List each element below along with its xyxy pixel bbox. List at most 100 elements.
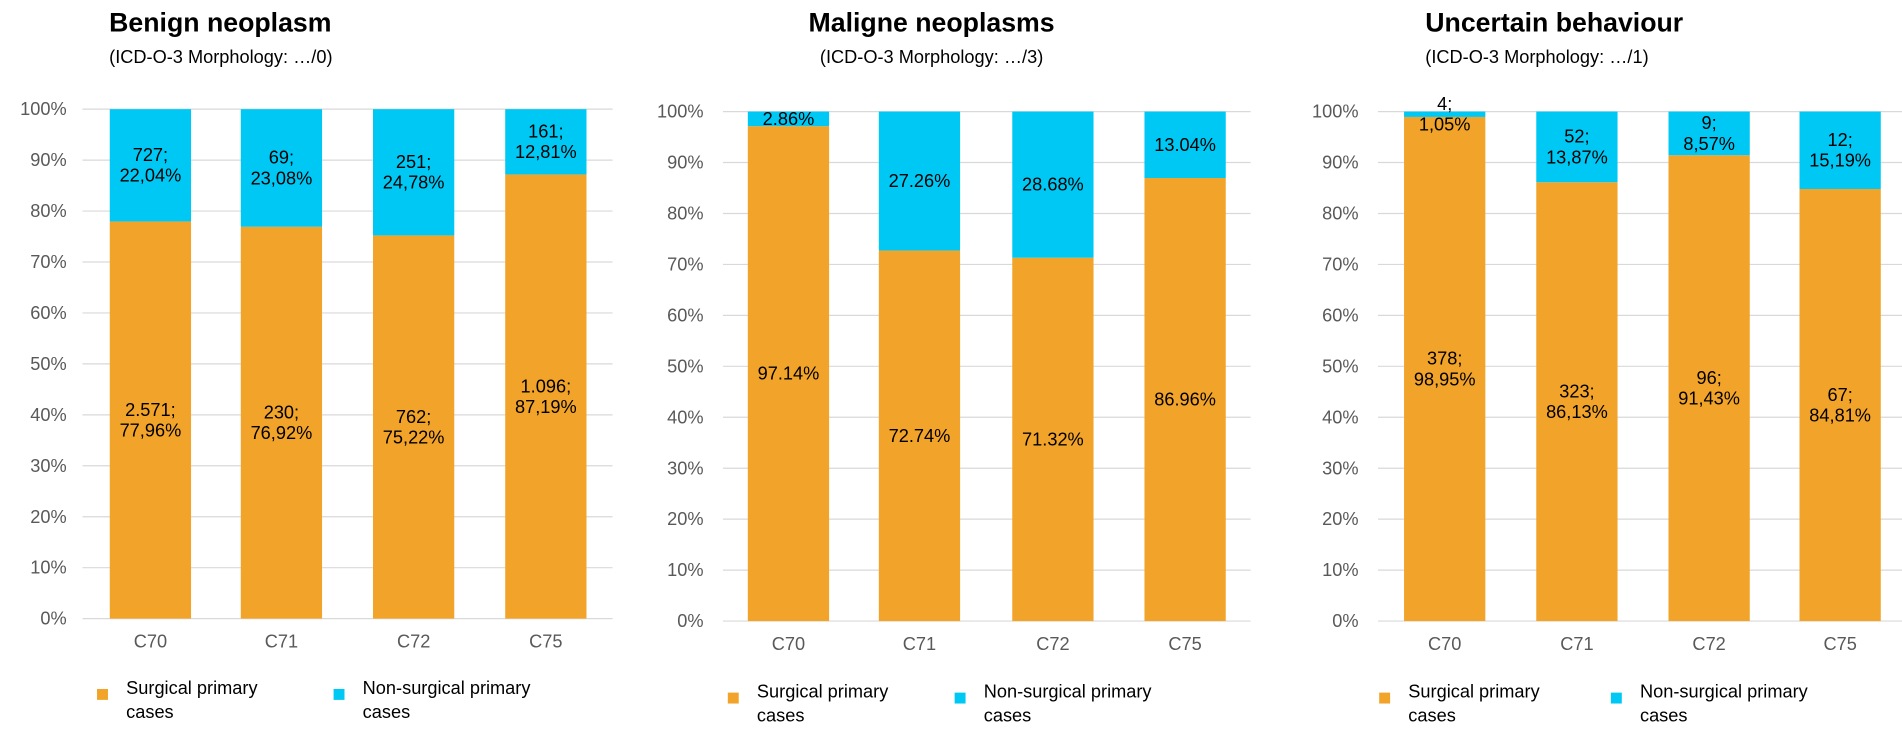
- y-tick-label: 100%: [1312, 102, 1359, 122]
- y-tick-label: 20%: [1322, 509, 1358, 529]
- y-tick-label: 60%: [667, 305, 703, 325]
- bar-segment: [505, 174, 587, 619]
- bar-segment: [1536, 182, 1618, 622]
- data-label: 251; 24,78%: [383, 152, 445, 193]
- legend-label: Non-surgical primary cases: [1640, 681, 1809, 725]
- bar-segment: [1144, 111, 1226, 179]
- chart: Maligne neoplasms (ICD-O-3 Morphology: …/…: [657, 8, 1251, 726]
- data-label: 727; 22,04%: [120, 145, 182, 186]
- bar-segment: [747, 111, 830, 127]
- y-tick-label: 70%: [1322, 254, 1358, 274]
- y-tick-label: 0%: [677, 611, 703, 631]
- legend-swatch: [97, 688, 108, 700]
- bar-segment: [1404, 111, 1486, 117]
- chart-subtitle: (ICD-O-3 Morphology: …/1): [1425, 47, 1648, 67]
- data-label: 1.096; 87,19%: [515, 376, 577, 417]
- x-tick-label: C70: [1428, 634, 1461, 654]
- legend-swatch: [1610, 692, 1622, 704]
- x-tick-label: C70: [772, 634, 805, 654]
- chart-title: Maligne neoplasms: [809, 8, 1055, 38]
- legend-label: Surgical primary cases: [757, 681, 889, 725]
- y-tick-label: 60%: [30, 303, 66, 323]
- x-tick-label: C71: [265, 632, 298, 652]
- data-label: 96; 91,43%: [1678, 368, 1740, 409]
- data-label: 4; 1,05%: [1419, 94, 1471, 135]
- x-tick-label: C75: [529, 632, 562, 652]
- y-tick-label: 30%: [1322, 458, 1358, 478]
- data-label: 52; 13,87%: [1546, 127, 1608, 168]
- y-tick-label: 90%: [667, 153, 703, 173]
- bar-segment: [1668, 155, 1750, 622]
- data-label: 12; 15,19%: [1809, 130, 1871, 171]
- bar-segment: [109, 109, 192, 222]
- y-tick-label: 80%: [1322, 204, 1358, 224]
- y-tick-label: 70%: [30, 252, 66, 272]
- chart-title: Benign neoplasm: [109, 8, 331, 38]
- data-label: 67; 84,81%: [1809, 385, 1871, 426]
- data-label: 97.14%: [758, 364, 820, 384]
- y-tick-label: 20%: [30, 507, 66, 527]
- bar-segment: [878, 111, 961, 251]
- legend-label: Surgical primary cases: [1408, 681, 1540, 725]
- y-tick-label: 80%: [30, 201, 66, 221]
- y-tick-label: 40%: [30, 405, 66, 425]
- data-label: 72.74%: [889, 426, 951, 446]
- data-label: 71.32%: [1022, 429, 1084, 449]
- chart-subtitle: (ICD-O-3 Morphology: …/0): [109, 47, 332, 67]
- data-label: 86.96%: [1154, 390, 1216, 410]
- bar-segment: [109, 221, 192, 619]
- y-tick-label: 30%: [30, 456, 66, 476]
- legend-swatch: [954, 692, 966, 704]
- bar-segment: [505, 109, 587, 175]
- data-label: 69; 23,08%: [251, 148, 313, 189]
- legend-label: Non-surgical primary cases: [984, 681, 1153, 725]
- y-tick-label: 0%: [40, 609, 66, 629]
- y-tick-label: 100%: [657, 102, 704, 122]
- data-label: 9; 8,57%: [1683, 113, 1735, 154]
- data-label: 378; 98,95%: [1414, 349, 1476, 390]
- y-tick-label: 50%: [1322, 356, 1358, 376]
- y-tick-label: 10%: [30, 558, 66, 578]
- bar-segment: [373, 109, 455, 236]
- chart: Benign neoplasm (ICD-O-3 Morphology: …/0)…: [20, 8, 613, 722]
- bar-segment: [240, 226, 323, 619]
- y-tick-label: 60%: [1322, 305, 1358, 325]
- x-tick-label: C71: [1560, 634, 1593, 654]
- bar-segment: [1144, 178, 1226, 622]
- legend-label: Surgical primary cases: [126, 678, 258, 722]
- bar-segment: [240, 109, 323, 227]
- legend-swatch: [727, 692, 739, 704]
- data-label: 762; 75,22%: [383, 407, 445, 448]
- y-tick-label: 90%: [30, 150, 66, 170]
- legend-swatch: [1379, 692, 1391, 704]
- y-tick-label: 50%: [667, 356, 703, 376]
- y-tick-label: 100%: [20, 99, 67, 119]
- chart-subtitle: (ICD-O-3 Morphology: …/3): [820, 47, 1043, 67]
- bar-segment: [1404, 116, 1486, 622]
- y-tick-label: 40%: [1322, 407, 1358, 427]
- x-tick-label: C72: [1692, 634, 1725, 654]
- x-tick-label: C72: [397, 632, 430, 652]
- data-label: 161; 12,81%: [515, 122, 577, 163]
- data-label: 2.571; 77,96%: [120, 400, 182, 441]
- legend-label: Non-surgical primary cases: [363, 678, 532, 722]
- bar-segment: [1536, 111, 1618, 183]
- bar-segment: [1668, 111, 1750, 156]
- y-tick-label: 50%: [30, 354, 66, 374]
- data-label: 28.68%: [1022, 175, 1084, 195]
- chart: Uncertain behaviour (ICD-O-3 Morphology: …: [1312, 8, 1902, 726]
- bar-segment: [1012, 111, 1094, 258]
- y-tick-label: 10%: [1322, 560, 1358, 580]
- y-tick-label: 70%: [667, 254, 703, 274]
- data-label: 230; 76,92%: [251, 402, 313, 443]
- y-tick-label: 30%: [667, 458, 703, 478]
- bar-segment: [1799, 188, 1881, 622]
- legend-swatch: [333, 688, 345, 700]
- y-tick-label: 20%: [667, 509, 703, 529]
- data-label: 13.04%: [1154, 135, 1216, 155]
- y-tick-label: 40%: [667, 407, 703, 427]
- data-label: 27.26%: [889, 171, 951, 191]
- y-tick-label: 10%: [667, 560, 703, 580]
- y-tick-label: 80%: [667, 204, 703, 224]
